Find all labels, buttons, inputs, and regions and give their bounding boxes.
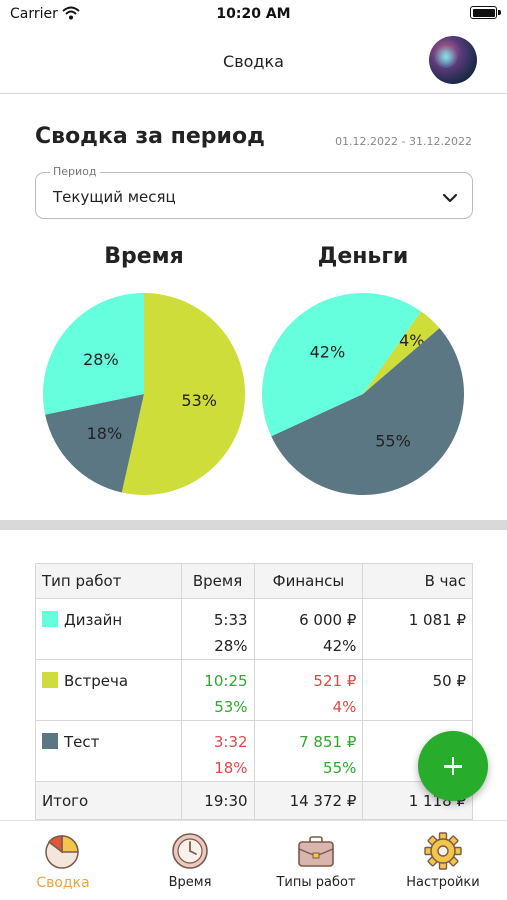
pie-slice-label: 53% (181, 391, 217, 410)
row-name: Встреча (64, 672, 129, 690)
summary-heading: Сводка за период (35, 124, 265, 149)
total-time: 19:30 (180, 781, 255, 820)
row-time-percent: 53% (214, 698, 248, 716)
tab-label: Настройки (406, 875, 480, 890)
tab-settings[interactable]: Настройки (380, 821, 506, 900)
time-pie-chart: 53% 18% 28% (42, 293, 246, 495)
add-button[interactable] (418, 731, 488, 801)
table-row[interactable]: Дизайн 5:33 28% 6 000 ₽ 42% 1 081 ₽ (35, 598, 473, 660)
meeting-color-swatch (42, 672, 58, 688)
pie-slice-Встреча (363, 311, 440, 394)
chevron-down-icon (442, 189, 458, 208)
row-time: 10:25 (204, 672, 248, 690)
row-name: Тест (64, 733, 100, 751)
pie-slice-label: 18% (87, 424, 123, 443)
tab-work-types[interactable]: Типы работ (253, 821, 379, 900)
row-rate: 50 ₽ (432, 672, 466, 690)
pie-slice-Дизайн (42, 293, 144, 415)
wifi-icon (62, 5, 80, 24)
time-chart-title: Время (104, 244, 184, 269)
tab-time[interactable]: Время (127, 821, 253, 900)
period-select[interactable]: Период Текущий месяц (35, 165, 473, 219)
clock-icon (172, 833, 208, 869)
row-money-percent: 55% (323, 759, 357, 777)
section-divider (0, 520, 507, 530)
row-time: 3:32 (213, 733, 248, 751)
tab-label: Время (168, 875, 212, 890)
money-chart-title: Деньги (317, 244, 409, 269)
pie-slice-label: 28% (83, 350, 119, 369)
total-money: 14 372 ₽ (253, 781, 364, 820)
tab-label: Типы работ (276, 875, 356, 890)
table-total-row: Итого 19:30 14 372 ₽ 1 118 ₽ (35, 781, 473, 820)
period-value: Текущий месяц (53, 188, 176, 206)
battery-icon (470, 6, 501, 19)
carrier-label: Carrier (10, 6, 58, 22)
header-work-type: Тип работ (35, 563, 182, 599)
row-money: 6 000 ₽ (299, 611, 357, 629)
table-row[interactable]: Встреча 10:25 53% 521 ₽ 4% 50 ₽ (35, 659, 473, 721)
pie-chart-icon (45, 835, 79, 869)
money-pie-chart: 4% 55% 42% (262, 293, 465, 496)
header-time: Время (180, 563, 255, 599)
pie-slice-Тест (45, 394, 144, 493)
table-header-row: Тип работ Время Финансы В час (35, 563, 473, 599)
header-per-hour: В час (362, 563, 473, 599)
pie-charts: 53% 18% 28% 4% 55% 42% (42, 293, 465, 496)
tab-bar: Сводка Время Типы работ (0, 820, 507, 900)
gear-icon (424, 832, 462, 870)
status-bar: Carrier 10:20 AM (0, 0, 507, 28)
pie-slice-label: 4% (399, 331, 424, 350)
briefcase-icon (298, 836, 334, 867)
design-color-swatch (42, 611, 58, 627)
row-money-percent: 4% (332, 698, 357, 716)
pie-slice-label: 55% (375, 432, 411, 451)
summary-table: Тип работ Время Финансы В час Дизайн 5:3… (35, 563, 473, 820)
clock-time: 10:20 AM (216, 6, 291, 22)
row-money: 7 851 ₽ (299, 733, 357, 751)
period-label: Период (50, 165, 100, 178)
header-finance: Финансы (253, 563, 364, 599)
pie-slice-label: 42% (310, 342, 346, 361)
date-range: 01.12.2022 - 31.12.2022 (335, 135, 472, 148)
row-name: Дизайн (64, 611, 123, 629)
row-time-percent: 18% (214, 759, 248, 777)
pie-slice-Встреча (121, 293, 246, 495)
test-color-swatch (42, 733, 58, 749)
pie-slice-Дизайн (262, 293, 421, 437)
screen-title: Сводка (223, 52, 284, 71)
row-money: 521 ₽ (313, 672, 357, 690)
row-time-percent: 28% (214, 637, 248, 655)
row-time: 5:33 (213, 611, 248, 629)
row-money-percent: 42% (323, 637, 357, 655)
tab-summary[interactable]: Сводка (0, 821, 126, 900)
avatar[interactable] (429, 36, 477, 84)
navigation-bar: Сводка (0, 28, 507, 94)
tab-label: Сводка (36, 875, 90, 891)
pie-slice-Тест (271, 328, 465, 496)
row-rate: 1 081 ₽ (408, 611, 466, 629)
total-label: Итого (35, 781, 182, 820)
